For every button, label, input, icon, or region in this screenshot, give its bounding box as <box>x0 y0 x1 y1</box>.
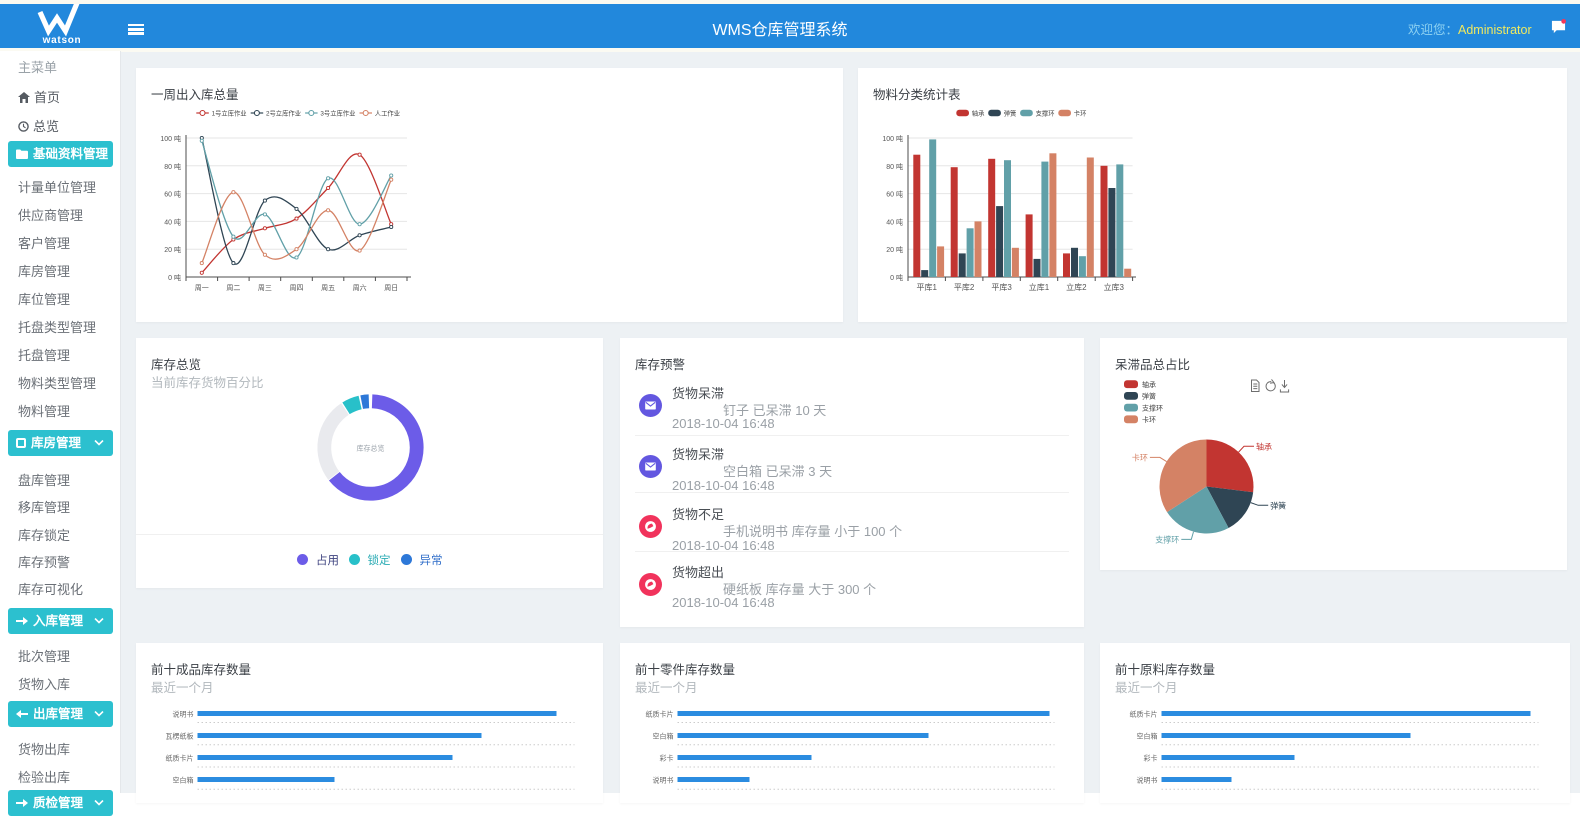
svg-text:60 吨: 60 吨 <box>886 190 903 199</box>
svg-text:空白箱: 空白箱 <box>173 776 194 785</box>
svg-text:20 吨: 20 吨 <box>164 245 181 254</box>
svg-text:彩卡: 彩卡 <box>660 754 674 763</box>
svg-text:说明书: 说明书 <box>1137 776 1158 785</box>
svg-text:40 吨: 40 吨 <box>164 217 181 226</box>
svg-text:100 吨: 100 吨 <box>160 134 181 143</box>
svg-text:周二: 周二 <box>226 284 240 292</box>
svg-text:周四: 周四 <box>290 284 304 292</box>
svg-text:1号立库作业: 1号立库作业 <box>212 109 247 118</box>
svg-text:支撑环: 支撑环 <box>1036 109 1055 118</box>
svg-text:周五: 周五 <box>321 284 335 292</box>
svg-text:40 吨: 40 吨 <box>886 217 903 226</box>
svg-text:80 吨: 80 吨 <box>164 162 181 171</box>
svg-text:纸质卡片: 纸质卡片 <box>1130 710 1158 719</box>
svg-text:纸质卡片: 纸质卡片 <box>646 710 674 719</box>
svg-text:纸质卡片: 纸质卡片 <box>166 754 194 763</box>
svg-text:立库2: 立库2 <box>1066 282 1087 292</box>
svg-text:支撑环: 支撑环 <box>1142 403 1163 412</box>
svg-text:支撑环: 支撑环 <box>1155 535 1179 545</box>
svg-text:周六: 周六 <box>353 283 367 292</box>
svg-text:2号立库作业: 2号立库作业 <box>266 109 301 118</box>
svg-text:60 吨: 60 吨 <box>164 190 181 199</box>
svg-text:弹簧: 弹簧 <box>1270 501 1286 511</box>
svg-text:轴承: 轴承 <box>972 109 985 118</box>
svg-text:轴承: 轴承 <box>1256 442 1272 452</box>
svg-text:立库1: 立库1 <box>1029 282 1050 292</box>
svg-text:说明书: 说明书 <box>173 710 194 719</box>
svg-text:彩卡: 彩卡 <box>1144 754 1158 763</box>
svg-text:watson: watson <box>42 35 82 46</box>
svg-text:平库1: 平库1 <box>916 282 937 292</box>
svg-text:弹簧: 弹簧 <box>1004 109 1017 118</box>
svg-text:库存总览: 库存总览 <box>357 444 385 453</box>
svg-text:平库2: 平库2 <box>954 282 975 292</box>
svg-text:卡环: 卡环 <box>1142 415 1156 424</box>
svg-text:20 吨: 20 吨 <box>886 245 903 254</box>
svg-text:空白箱: 空白箱 <box>653 732 674 741</box>
svg-text:瓦楞纸板: 瓦楞纸板 <box>166 732 194 741</box>
svg-text:立库3: 立库3 <box>1104 282 1125 292</box>
svg-text:人工作业: 人工作业 <box>375 109 400 118</box>
svg-text:周日: 周日 <box>384 284 398 292</box>
svg-text:0 吨: 0 吨 <box>168 273 181 282</box>
svg-text:空白箱: 空白箱 <box>1137 732 1158 741</box>
svg-text:轴承: 轴承 <box>1142 380 1156 389</box>
svg-text:周一: 周一 <box>195 284 209 292</box>
svg-text:周三: 周三 <box>258 284 272 292</box>
svg-text:平库3: 平库3 <box>991 282 1012 292</box>
svg-text:0 吨: 0 吨 <box>890 273 903 282</box>
svg-text:弹簧: 弹簧 <box>1142 392 1156 401</box>
svg-text:说明书: 说明书 <box>653 776 674 785</box>
svg-text:100 吨: 100 吨 <box>882 134 903 143</box>
svg-text:80 吨: 80 吨 <box>886 162 903 171</box>
svg-text:3号立库作业: 3号立库作业 <box>320 109 355 118</box>
svg-text:卡环: 卡环 <box>1074 109 1087 118</box>
svg-text:卡环: 卡环 <box>1132 453 1148 463</box>
